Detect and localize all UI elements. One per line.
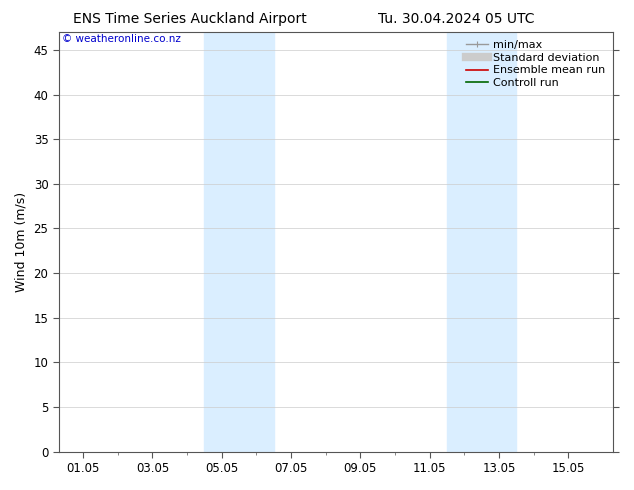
Y-axis label: Wind 10m (m/s): Wind 10m (m/s): [15, 192, 28, 292]
Bar: [447, 32, 516, 452]
Bar: [204, 32, 274, 452]
Legend: min/max, Standard deviation, Ensemble mean run, Controll run: min/max, Standard deviation, Ensemble me…: [463, 38, 608, 91]
Text: ENS Time Series Auckland Airport: ENS Time Series Auckland Airport: [74, 12, 307, 26]
Text: © weatheronline.co.nz: © weatheronline.co.nz: [61, 34, 181, 44]
Text: Tu. 30.04.2024 05 UTC: Tu. 30.04.2024 05 UTC: [378, 12, 534, 26]
